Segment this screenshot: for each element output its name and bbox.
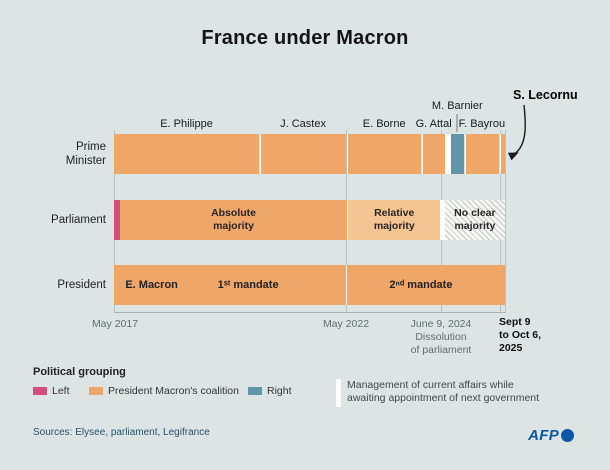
caretaker-swatch-icon bbox=[336, 379, 341, 407]
timeline-segment bbox=[114, 134, 260, 174]
bar-inline-label: 1ˢᵗ mandate bbox=[217, 279, 279, 291]
legend-label-right: Right bbox=[267, 385, 292, 397]
pm-name-label: J. Castex bbox=[280, 118, 326, 130]
timeline-segment bbox=[464, 134, 500, 174]
timeline-segment bbox=[347, 134, 422, 174]
timeline-segment bbox=[346, 265, 505, 305]
chart-title: France under Macron bbox=[201, 27, 409, 49]
timeline-segment: No clear majority bbox=[444, 200, 505, 240]
row-label: Prime Minister bbox=[65, 141, 106, 167]
timeline-bar: E. Macron 1ˢᵗ mandate 2ⁿᵈ mandate bbox=[114, 265, 505, 305]
bar-inline-label: 2ⁿᵈ mandate bbox=[389, 279, 453, 291]
timeline-segment: Absolute majority bbox=[120, 200, 348, 240]
timeline-segment bbox=[114, 265, 347, 305]
row-label: President bbox=[57, 279, 106, 291]
timeline-segment bbox=[444, 134, 452, 174]
legend-heading: Political grouping bbox=[33, 366, 126, 378]
segment-label: Relative majority bbox=[373, 207, 415, 232]
legend-item-caretaker: Management of current affairs while awai… bbox=[336, 379, 539, 407]
pm-name-label: G. Attal bbox=[415, 118, 452, 130]
timeline-segment bbox=[451, 134, 464, 174]
legend-item-right: Right bbox=[248, 385, 292, 397]
timeline-bar: E. Philippe J. Castex E. Borne G. Attal M. B… bbox=[114, 100, 505, 174]
timeline-row: Prime Minister E. Philippe J. Castex E. Bor… bbox=[0, 100, 610, 174]
bar-inline-label: E. Macron bbox=[125, 279, 178, 291]
legend-label-coalition: President Macron's coalition bbox=[108, 385, 239, 397]
row-label: Parliament bbox=[51, 214, 106, 226]
afp-logo-text: AFP bbox=[528, 427, 559, 444]
pm-name-label: F. Bayrou bbox=[458, 118, 506, 130]
segment-label: No clear majority bbox=[454, 207, 496, 232]
tick-may-2017: May 2017 bbox=[91, 318, 139, 330]
legend-item-coalition: President Macron's coalition bbox=[89, 385, 239, 397]
left-swatch-icon bbox=[33, 387, 47, 395]
right-swatch-icon bbox=[248, 387, 262, 395]
pm-name-label: E. Borne bbox=[362, 118, 406, 130]
legend-label-caretaker: Management of current affairs while awai… bbox=[347, 379, 540, 404]
timeline-row: President E. Macron 1ˢᵗ mandate 2ⁿᵈ mandate bbox=[0, 265, 610, 305]
label-leader-line bbox=[456, 114, 458, 132]
tick-june-2024: June 9, 2024 Dissolution of parliament bbox=[410, 318, 472, 356]
sources-note: Sources: Elysee, parliament, Legifrance bbox=[33, 427, 210, 438]
timeline-segment bbox=[440, 200, 445, 240]
afp-logo: AFP bbox=[528, 427, 574, 444]
annotation-s-lecornu: S. Lecornu bbox=[513, 88, 578, 102]
timeline-segment: Relative majority bbox=[347, 200, 441, 240]
timeline-segment bbox=[500, 134, 505, 174]
pm-name-label: M. Barnier bbox=[431, 100, 483, 112]
legend-label-left: Left bbox=[52, 385, 70, 397]
segment-label: Absolute majority bbox=[211, 207, 256, 232]
tick-may-2022: May 2022 bbox=[322, 318, 370, 330]
pm-name-label: E. Philippe bbox=[160, 118, 213, 130]
tick-sept-oct-2025: Sept 9 to Oct 6, 2025 bbox=[499, 316, 542, 354]
timeline-segment bbox=[114, 200, 121, 240]
timeline-segment bbox=[422, 134, 445, 174]
annotation-arrow-icon bbox=[507, 104, 526, 161]
timeline-segment bbox=[260, 134, 347, 174]
gridline bbox=[505, 130, 507, 313]
afp-globe-icon bbox=[561, 429, 574, 442]
legend-item-left: Left bbox=[33, 385, 70, 397]
x-axis-line bbox=[114, 312, 506, 313]
timeline-row: Parliament Absolute majority Relative majo… bbox=[0, 200, 610, 240]
timeline-bar: Absolute majority Relative majority No cle… bbox=[114, 200, 505, 240]
coalition-swatch-icon bbox=[89, 387, 103, 395]
